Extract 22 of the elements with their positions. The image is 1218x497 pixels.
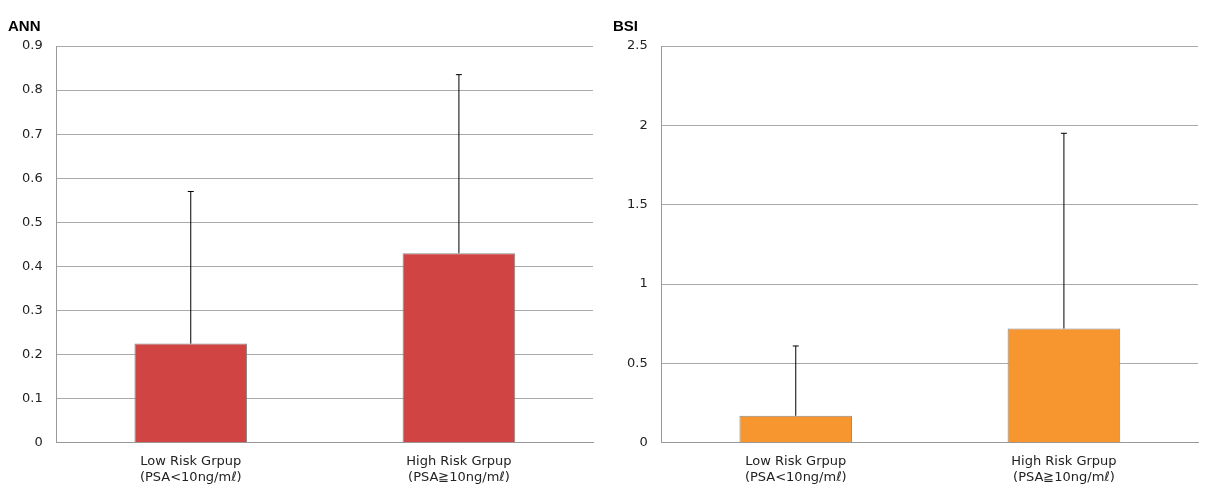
y-tick-label: 0.5 <box>21 213 43 229</box>
y-tick-label: 0.8 <box>21 81 43 97</box>
x-tick-label: High Risk Grpup (PSA≧10ng/mℓ) <box>1011 452 1117 484</box>
y-tick-label: 0 <box>34 434 43 450</box>
y-tick-label: 0.9 <box>21 37 43 53</box>
y-tick-label: 2 <box>639 116 648 132</box>
y-tick-label: 0.6 <box>21 169 43 185</box>
x-tick-label: Low Risk Grpup (PSA<10ng/mℓ) <box>139 452 242 484</box>
y-tick-label: 0.1 <box>21 390 43 406</box>
y-tick-label: 0.4 <box>21 257 43 273</box>
x-tick-label: High Risk Grpup (PSA≧10ng/mℓ) <box>406 452 512 484</box>
y-tick-label: 0.7 <box>21 125 43 141</box>
chart-title: ANN <box>8 17 41 35</box>
y-tick-label: 2.5 <box>626 37 648 53</box>
y-tick-label: 0 <box>639 434 648 450</box>
x-tick-label: Low Risk Grpup (PSA<10ng/mℓ) <box>744 452 847 484</box>
y-tick-label: 0.2 <box>21 346 43 361</box>
y-tick-label: 1.5 <box>626 196 648 212</box>
y-tick-label: 0.3 <box>21 301 43 317</box>
y-tick-label: 0.5 <box>626 354 648 370</box>
y-tick-label: 1 <box>639 275 648 291</box>
chart-title: BSI <box>613 17 639 35</box>
